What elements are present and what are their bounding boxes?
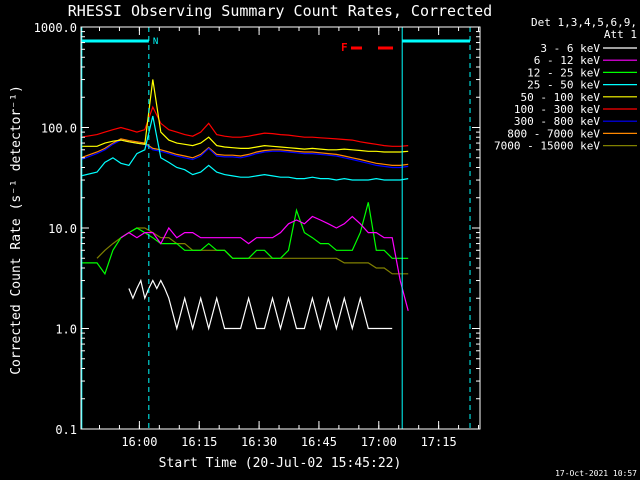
series-line-7000-15000keV [96,227,409,275]
series-line-6-12keV [120,215,409,311]
timestamp: 17-Oct-2021 10:57 [555,469,637,478]
x-tick-label: 17:15 [421,435,457,449]
x-tick-label: 16:00 [121,435,157,449]
legend-entry-label: 300 - 800 keV [514,115,600,128]
x-axis-label: Start Time (20-Jul-02 15:45:22) [159,456,402,471]
y-tick-label: 100.0 [41,122,77,136]
legend-entry-label: 6 - 12 keV [534,54,601,67]
axis-layer: 1000.0 100.0 10.0 1.0 0.1 16:00 16:15 16:30 16:4… [34,21,480,449]
flare-marker-label: F [341,41,348,54]
series-line-100-300keV [81,105,409,147]
night-marker-label: N [153,37,158,47]
chart-title: RHESSI Observing Summary Count Rates, Co… [68,2,492,20]
series-line-50-100keV [81,79,409,153]
series-line-3-6keV [128,278,393,331]
y-axis-label: Corrected Count Rate (s⁻¹ detector⁻¹) [9,85,24,375]
x-tick-label: 16:15 [181,435,217,449]
series-line-25-50keV [81,115,409,181]
legend-entry-label: 25 - 50 keV [527,79,600,92]
legend-header-line: Att 1 [604,28,637,41]
series-layer [81,79,409,331]
legend-entry-label: 12 - 25 keV [527,66,600,79]
y-tick-label: 10.0 [48,222,77,236]
x-tick-label: 16:30 [241,435,277,449]
y-tick-label: 1000.0 [34,21,77,35]
legend-entry-label: 50 - 100 keV [521,91,601,104]
legend-header-line: Det 1,3,4,5,6,9, [531,16,637,29]
series-line-12-25keV [81,202,409,276]
legend-entry-label: 100 - 300 keV [514,103,600,116]
legend-entry-label: 800 - 7000 keV [507,127,600,140]
legend-entry-label: 3 - 6 keV [540,42,600,55]
y-tick-label: 1.0 [55,323,77,337]
x-tick-label: 16:45 [301,435,337,449]
x-tick-label: 17:00 [361,435,397,449]
legend-entry-label: 7000 - 15000 keV [494,140,600,153]
y-tick-label: 0.1 [55,423,77,437]
series-line-800-7000keV [81,138,409,166]
